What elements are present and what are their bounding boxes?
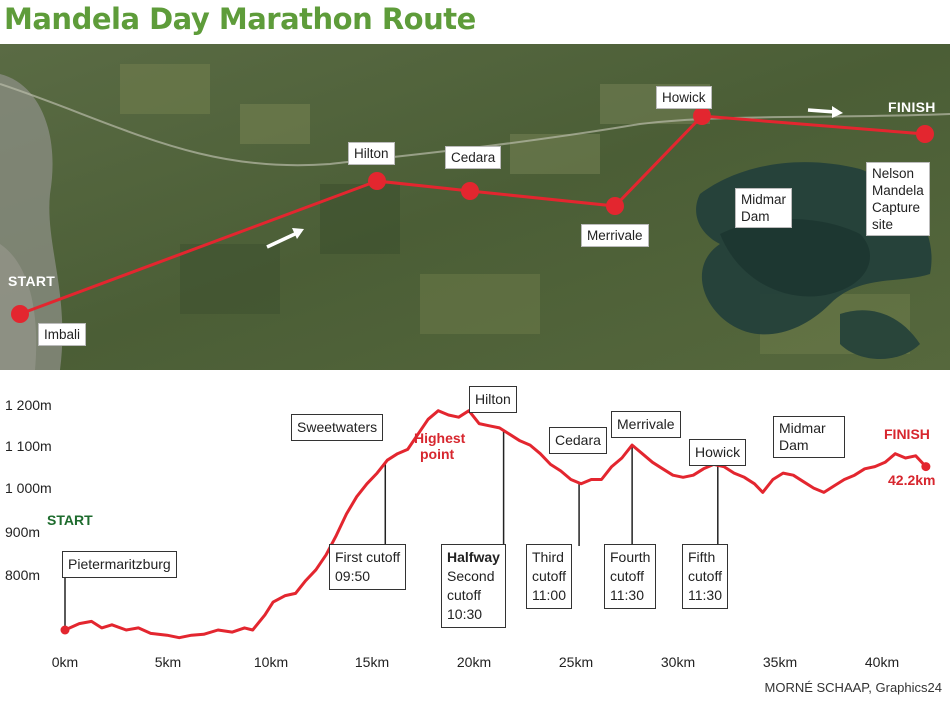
y-tick-label: 1 000m bbox=[5, 480, 52, 496]
cutoff-box-third: Third cutoff 11:00 bbox=[526, 544, 572, 609]
direction-arrow-icon bbox=[807, 106, 843, 118]
cutoff-box-fourth: Fourth cutoff 11:30 bbox=[604, 544, 657, 609]
elevation-profile: 1 200m 1 100m 1 000m 900m 800m 0km 5km 1… bbox=[0, 370, 950, 697]
y-tick-label: 800m bbox=[5, 567, 41, 583]
credit: MORNÉ SCHAAP, Graphics24 bbox=[764, 680, 943, 695]
x-tick-label: 10km bbox=[253, 654, 289, 670]
place-box-merrivale: Merrivale bbox=[611, 411, 681, 438]
y-tick-label: 900m bbox=[5, 524, 41, 540]
x-tick-label: 30km bbox=[660, 654, 696, 670]
elevation-chart bbox=[60, 409, 931, 640]
finish-label: FINISH bbox=[888, 99, 936, 115]
page-title: Mandela Day Marathon Route bbox=[4, 2, 476, 36]
x-tick-label: 20km bbox=[456, 654, 492, 670]
cutoff-box-halfway: Halfway Second cutoff 10:30 bbox=[441, 544, 506, 628]
x-tick-label: 15km bbox=[354, 654, 390, 670]
finish-point bbox=[921, 462, 931, 472]
y-tick-label: 1 200m bbox=[5, 397, 52, 413]
place-label-merrivale: Merrivale bbox=[581, 224, 649, 247]
place-label-howick: Howick bbox=[656, 86, 712, 109]
place-box-hilton: Hilton bbox=[469, 386, 517, 413]
profile-start-label: START bbox=[47, 512, 93, 528]
profile-finish-label: FINISH bbox=[884, 426, 930, 442]
cutoff-box-fifth: Fifth cutoff 11:30 bbox=[682, 544, 728, 609]
place-box-sweetwaters: Sweetwaters bbox=[291, 414, 384, 441]
place-box-pietermaritzburg: Pietermaritzburg bbox=[62, 551, 177, 578]
place-label-nelson-mandela-capture-site: Nelson Mandela Capture site bbox=[866, 162, 930, 236]
place-label-midmar-dam: Midmar Dam bbox=[735, 188, 793, 228]
y-tick-label: 1 100m bbox=[5, 438, 52, 454]
place-box-howick: Howick bbox=[689, 439, 747, 466]
x-tick-label: 0km bbox=[51, 654, 79, 670]
x-tick-label: 35km bbox=[762, 654, 798, 670]
place-label-hilton: Hilton bbox=[348, 142, 395, 165]
place-label-cedara: Cedara bbox=[445, 146, 502, 169]
place-label-imbali: Imbali bbox=[38, 323, 87, 346]
place-box-cedara: Cedara bbox=[549, 427, 607, 454]
elevation-series-line bbox=[64, 409, 927, 640]
start-point bbox=[60, 625, 70, 635]
cutoff-box-first: First cutoff 09:50 bbox=[329, 544, 407, 590]
x-tick-label: 40km bbox=[864, 654, 900, 670]
highest-point-label: Highest point bbox=[414, 430, 466, 462]
start-label: START bbox=[8, 273, 56, 289]
satellite-background bbox=[0, 44, 950, 370]
direction-arrow-icon bbox=[266, 228, 304, 249]
x-tick-label: 5km bbox=[154, 654, 182, 670]
x-tick-label: 25km bbox=[558, 654, 594, 670]
finish-distance-label: 42.2km bbox=[888, 472, 936, 488]
route-map: START FINISH Imbali Hilton Cedara Merriv… bbox=[0, 44, 950, 370]
place-box-midmar-dam: Midmar Dam bbox=[773, 416, 845, 458]
